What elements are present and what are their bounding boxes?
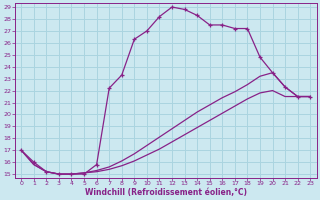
- X-axis label: Windchill (Refroidissement éolien,°C): Windchill (Refroidissement éolien,°C): [85, 188, 247, 197]
